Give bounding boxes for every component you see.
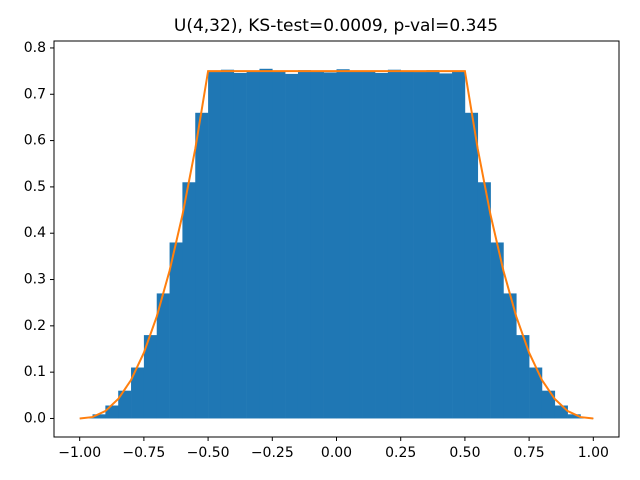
histogram-bar: [246, 70, 260, 419]
x-tick-label: −0.50: [187, 445, 230, 461]
histogram-bar: [297, 70, 312, 419]
histogram-bar: [182, 182, 196, 419]
histogram-bar: [362, 70, 376, 419]
y-tick-label: 0.2: [24, 318, 46, 334]
x-tick-label: 0.25: [385, 445, 416, 461]
histogram-bar: [156, 293, 170, 419]
histogram-bar: [413, 72, 427, 419]
pdf-line: [79, 70, 594, 420]
histogram-bar: [336, 69, 350, 419]
y-tick-label: 0.5: [24, 179, 46, 195]
histogram-bar: [92, 414, 106, 419]
histogram-bar: [375, 72, 389, 419]
histogram-bar: [208, 72, 222, 419]
histogram-bar: [503, 293, 517, 419]
histogram-bar: [464, 112, 479, 419]
x-tick-label: 0.00: [321, 445, 352, 461]
histogram-bar: [323, 72, 337, 419]
histogram-bar: [195, 112, 209, 419]
histogram-bar: [272, 71, 286, 419]
histogram-bar: [452, 70, 466, 419]
histogram-bar: [131, 367, 145, 419]
histogram-bar: [349, 71, 363, 419]
histogram-bar: [310, 71, 324, 419]
y-tick-label: 0.4: [24, 225, 46, 241]
x-tick-label: 0.75: [514, 445, 545, 461]
y-tick-label: 0.6: [24, 133, 46, 149]
x-tick-label: −0.75: [122, 445, 165, 461]
histogram-bar: [426, 70, 440, 419]
histogram-bar: [105, 405, 119, 419]
histogram-bar: [118, 390, 132, 419]
x-tick-label: −1.00: [58, 445, 101, 461]
y-tick-label: 0.7: [24, 86, 46, 102]
x-tick-label: 0.50: [449, 445, 480, 461]
histogram-bar: [169, 242, 183, 419]
histogram-bar: [529, 367, 543, 419]
histogram-bar: [143, 335, 158, 419]
histogram-bar: [567, 414, 581, 419]
y-tick-label: 0.0: [24, 410, 46, 426]
chart-title: U(4,32), KS-test=0.0009, p-val=0.345: [174, 16, 498, 36]
histogram-bar: [490, 242, 504, 419]
histogram-bar: [516, 335, 530, 419]
histogram-bar: [477, 182, 491, 419]
histogram-bar: [387, 69, 402, 419]
y-tick-label: 0.3: [24, 272, 46, 288]
y-tick-label: 0.1: [24, 364, 46, 380]
x-tick-label: 1.00: [578, 445, 609, 461]
histogram-bar: [541, 390, 556, 419]
x-tick-label: −0.25: [251, 445, 294, 461]
histogram-bar: [259, 68, 273, 419]
histogram-bar: [233, 72, 247, 419]
y-tick-label: 0.8: [24, 40, 46, 56]
histogram-bar: [439, 73, 453, 419]
histogram-bar: [220, 69, 235, 419]
histogram-bar: [554, 405, 568, 419]
histogram-bar: [285, 73, 299, 419]
histogram-bar: [400, 71, 414, 419]
